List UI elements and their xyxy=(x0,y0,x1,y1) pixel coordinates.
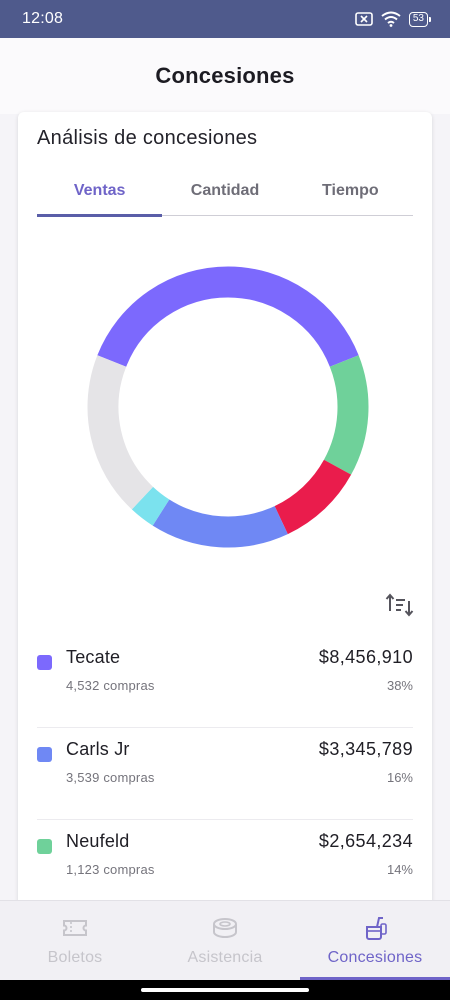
app-header: Concesiones xyxy=(0,38,450,114)
wifi-icon xyxy=(381,11,401,27)
ticket-icon xyxy=(63,920,87,936)
status-icons: 53 xyxy=(355,11,432,27)
nav-asistencia[interactable]: Asistencia xyxy=(150,901,300,980)
card-title: Análisis de concesiones xyxy=(37,127,258,149)
donut-segment-carls-jr xyxy=(152,499,288,548)
item-amount: $3,345,789 xyxy=(318,739,413,759)
item-percent: 38% xyxy=(386,678,413,693)
legend-swatch xyxy=(37,747,52,762)
concessions-icon xyxy=(366,917,387,940)
concessions-list: Tecate 4,532 compras $8,456,910 38% Carl… xyxy=(37,636,413,912)
nav-label: Concesiones xyxy=(327,949,423,966)
donut-segment xyxy=(274,459,352,535)
tab-ventas[interactable]: Ventas xyxy=(37,170,163,217)
status-time: 12:08 xyxy=(22,10,64,27)
legend-swatch xyxy=(37,839,52,854)
nav-boletos[interactable]: Boletos xyxy=(0,901,150,980)
donut-segment-tecate xyxy=(97,266,359,367)
list-item[interactable]: Carls Jr 3,539 compras $3,345,789 16% xyxy=(37,728,413,820)
donut-segment xyxy=(131,486,170,526)
nav-label: Boletos xyxy=(47,949,103,966)
item-name: Tecate xyxy=(66,647,121,667)
item-amount: $2,654,234 xyxy=(318,831,413,851)
status-bar: 12:08 53 xyxy=(0,0,450,38)
item-purchases: 1,123 compras xyxy=(66,862,155,877)
tab-tiempo[interactable]: Tiempo xyxy=(322,182,379,199)
nav-label: Asistencia xyxy=(187,949,263,966)
item-name: Carls Jr xyxy=(66,739,130,759)
battery-icon: 53 xyxy=(408,11,432,27)
item-percent: 14% xyxy=(386,862,413,877)
stadium-icon xyxy=(213,918,237,938)
tab-cantidad[interactable]: Cantidad xyxy=(190,182,260,199)
concessions-analysis-card: Análisis de concesiones Ventas Cantidad … xyxy=(18,112,432,912)
home-indicator[interactable] xyxy=(141,988,309,992)
gesture-bar xyxy=(0,980,450,1000)
item-amount: $8,456,910 xyxy=(318,647,413,667)
no-sim-icon xyxy=(355,12,373,26)
donut-chart xyxy=(87,266,369,548)
page-title: Concesiones xyxy=(155,63,295,88)
item-percent: 16% xyxy=(386,770,413,785)
item-name: Neufeld xyxy=(66,831,130,851)
sort-icon[interactable] xyxy=(384,590,414,620)
list-item[interactable]: Tecate 4,532 compras $8,456,910 38% xyxy=(37,636,413,728)
bottom-navigation: Boletos Asistencia Concesiones xyxy=(0,900,450,980)
analysis-tabs: Ventas Cantidad Tiempo xyxy=(37,170,413,217)
item-purchases: 3,539 compras xyxy=(66,770,155,785)
donut-segment-neufeld xyxy=(323,355,369,475)
item-purchases: 4,532 compras xyxy=(66,678,155,693)
nav-concesiones[interactable]: Concesiones xyxy=(300,901,450,980)
legend-swatch xyxy=(37,655,52,670)
list-item[interactable]: Neufeld 1,123 compras $2,654,234 14% xyxy=(37,820,413,912)
donut-segment xyxy=(87,355,154,510)
